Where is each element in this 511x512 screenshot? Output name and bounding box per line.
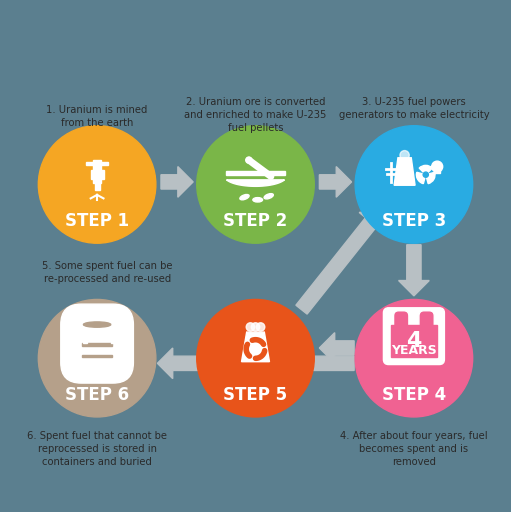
Circle shape	[400, 151, 409, 160]
Bar	[86, 162, 108, 165]
FancyBboxPatch shape	[61, 304, 133, 383]
Circle shape	[355, 300, 473, 417]
Wedge shape	[419, 165, 432, 175]
Text: 4: 4	[406, 331, 422, 351]
Wedge shape	[416, 172, 426, 184]
Bar	[94, 160, 101, 183]
Polygon shape	[161, 166, 193, 197]
Polygon shape	[399, 245, 429, 296]
Ellipse shape	[240, 195, 249, 200]
Text: STEP 5: STEP 5	[223, 386, 288, 403]
FancyBboxPatch shape	[393, 311, 409, 330]
Polygon shape	[226, 180, 285, 186]
Polygon shape	[157, 348, 354, 379]
Text: 3. U-235 fuel powers
generators to make electricity: 3. U-235 fuel powers generators to make …	[339, 97, 489, 120]
FancyBboxPatch shape	[419, 311, 434, 330]
Bar	[82, 355, 112, 357]
Text: 1. Uranium is mined
from the earth: 1. Uranium is mined from the earth	[47, 105, 148, 129]
Wedge shape	[426, 172, 435, 184]
Polygon shape	[242, 332, 269, 361]
Circle shape	[355, 125, 473, 243]
Polygon shape	[394, 158, 415, 185]
Bar	[111, 338, 114, 343]
Text: STEP 1: STEP 1	[65, 212, 129, 230]
Text: 5. Some spent fuel can be
re-processed and re-used: 5. Some spent fuel can be re-processed a…	[42, 261, 173, 284]
Polygon shape	[296, 210, 383, 314]
Circle shape	[423, 172, 428, 177]
Ellipse shape	[81, 321, 113, 328]
FancyBboxPatch shape	[383, 308, 445, 365]
Ellipse shape	[83, 322, 111, 327]
Bar	[391, 325, 437, 357]
Bar	[434, 168, 440, 173]
Bar	[90, 170, 104, 179]
Polygon shape	[319, 333, 354, 364]
Bar	[83, 338, 86, 343]
Bar	[95, 183, 100, 190]
Ellipse shape	[253, 198, 263, 202]
Bar	[82, 343, 112, 346]
Circle shape	[246, 157, 252, 163]
Text: STEP 2: STEP 2	[223, 212, 288, 230]
Text: STEP 4: STEP 4	[382, 386, 446, 403]
Ellipse shape	[264, 194, 273, 199]
Circle shape	[432, 161, 443, 172]
Circle shape	[251, 323, 260, 331]
Text: 6. Spent fuel that cannot be
reprocessed is stored in
containers and buried: 6. Spent fuel that cannot be reprocessed…	[27, 431, 167, 467]
Polygon shape	[319, 166, 352, 197]
Text: 4. After about four years, fuel
becomes spent and is
removed: 4. After about four years, fuel becomes …	[340, 431, 487, 467]
Circle shape	[38, 300, 156, 417]
Circle shape	[257, 323, 265, 331]
Bar	[226, 170, 285, 176]
Text: 2. Uranium ore is converted
and enriched to make U-235
fuel pellets: 2. Uranium ore is converted and enriched…	[184, 97, 327, 133]
Circle shape	[197, 300, 314, 417]
Circle shape	[197, 125, 314, 243]
Circle shape	[246, 323, 254, 331]
Text: YEARS: YEARS	[391, 345, 437, 357]
Circle shape	[38, 125, 156, 243]
Text: STEP 3: STEP 3	[382, 212, 446, 230]
Text: STEP 6: STEP 6	[65, 386, 129, 403]
Bar	[388, 317, 439, 323]
